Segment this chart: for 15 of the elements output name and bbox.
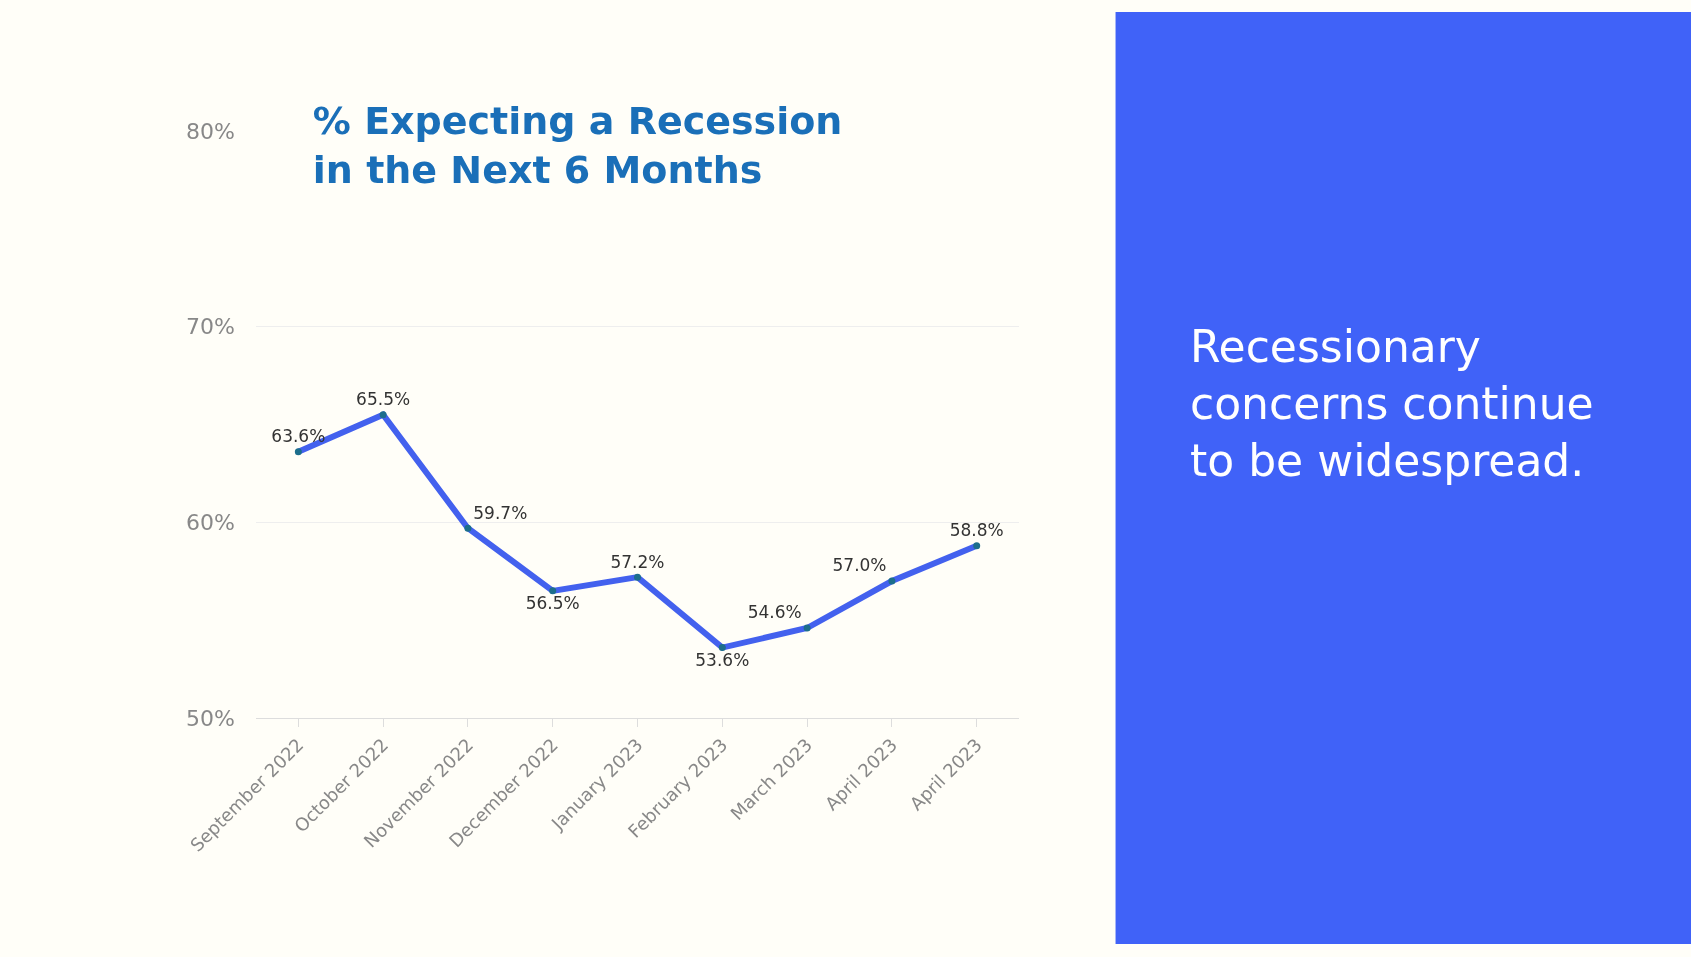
data-label: 65.5%: [356, 389, 411, 410]
data-label: 59.7%: [473, 502, 528, 523]
data-label: 57.0%: [832, 555, 887, 576]
y-tick-label: 50%: [186, 705, 235, 731]
data-label: 63.6%: [271, 426, 326, 447]
text: Recessionary concerns continue to be widespread.: [1190, 321, 1594, 487]
data-label: 54.6%: [747, 602, 802, 623]
data-label: 58.8%: [949, 520, 1004, 541]
y-tick-label: 60%: [186, 510, 235, 536]
data-label: 56.5%: [525, 592, 580, 613]
chart-title: % Expecting a Recession in the Next 6 Months: [312, 98, 843, 193]
y-tick-label: 80%: [186, 118, 235, 144]
data-label: 57.2%: [610, 551, 665, 572]
data-label: 53.6%: [695, 649, 750, 670]
y-tick-label: 70%: [186, 314, 235, 340]
